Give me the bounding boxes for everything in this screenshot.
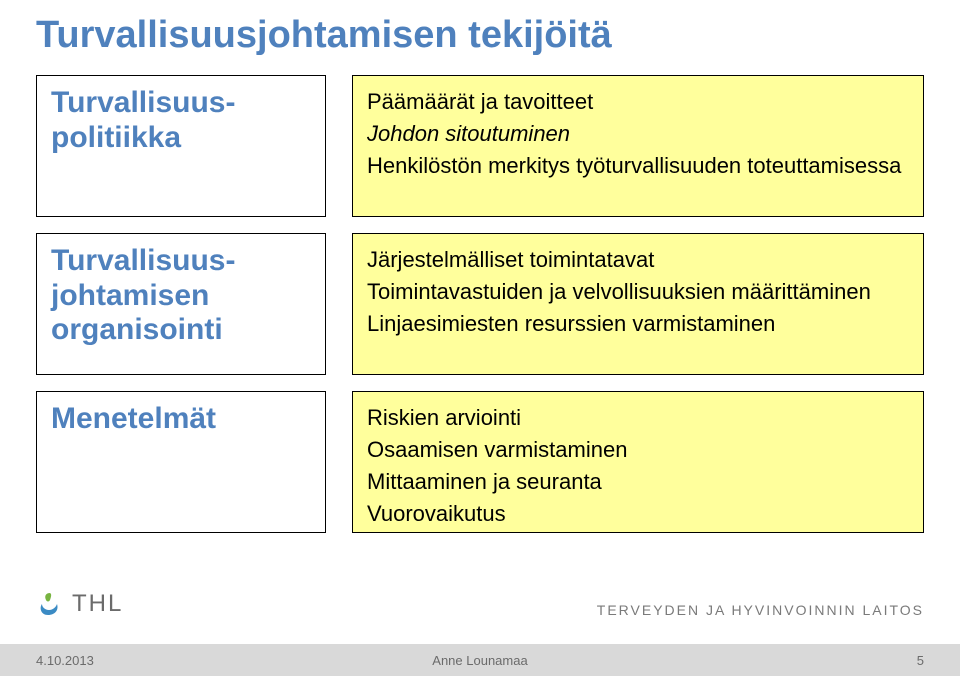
thl-logo-icon [36, 590, 64, 618]
footer-org-name: TERVEYDEN JA HYVINVOINNIN LAITOS [597, 602, 924, 618]
left-column: Turvallisuus-politiikka Turvallisuus-joh… [36, 75, 326, 533]
right-line: Järjestelmälliset toimintatavat [367, 244, 909, 276]
right-line: Mittaaminen ja seuranta [367, 466, 909, 498]
footer-author: Anne Lounamaa [0, 653, 960, 668]
page-title: Turvallisuusjohtamisen tekijöitä [36, 14, 924, 57]
right-line: Vuorovaikutus [367, 498, 909, 530]
footer-date: 4.10.2013 [36, 653, 94, 668]
right-column: Päämäärät ja tavoitteet Johdon sitoutumi… [352, 75, 924, 533]
right-box-organisointi: Järjestelmälliset toimintatavat Toiminta… [352, 233, 924, 375]
footer-bar: 4.10.2013 Anne Lounamaa 5 [0, 644, 960, 676]
right-line: Henkilöstön merkitys työturvallisuuden t… [367, 150, 909, 182]
left-label: Turvallisuus-johtamisenorganisointi [51, 244, 311, 348]
right-line: Osaamisen varmistaminen [367, 434, 909, 466]
right-box-menetelmat: Riskien arviointi Osaamisen varmistamine… [352, 391, 924, 533]
thl-logo-text: THL [72, 590, 123, 618]
footer-logo: THL [36, 590, 123, 618]
right-line: Johdon sitoutuminen [367, 118, 909, 150]
left-box-politiikka: Turvallisuus-politiikka [36, 75, 326, 217]
slide: Turvallisuusjohtamisen tekijöitä Turvall… [0, 0, 960, 676]
right-line: Päämäärät ja tavoitteet [367, 86, 909, 118]
right-line: Toimintavastuiden ja velvollisuuksien mä… [367, 276, 909, 308]
right-line: Linjaesimiesten resurssien varmistaminen [367, 308, 909, 340]
left-box-menetelmat: Menetelmät [36, 391, 326, 533]
content-row: Turvallisuus-politiikka Turvallisuus-joh… [36, 75, 924, 533]
left-label: Menetelmät [51, 402, 311, 437]
left-label: Turvallisuus-politiikka [51, 86, 311, 155]
footer-page-number: 5 [917, 653, 924, 668]
right-line: Riskien arviointi [367, 402, 909, 434]
right-box-politiikka: Päämäärät ja tavoitteet Johdon sitoutumi… [352, 75, 924, 217]
left-box-organisointi: Turvallisuus-johtamisenorganisointi [36, 233, 326, 375]
